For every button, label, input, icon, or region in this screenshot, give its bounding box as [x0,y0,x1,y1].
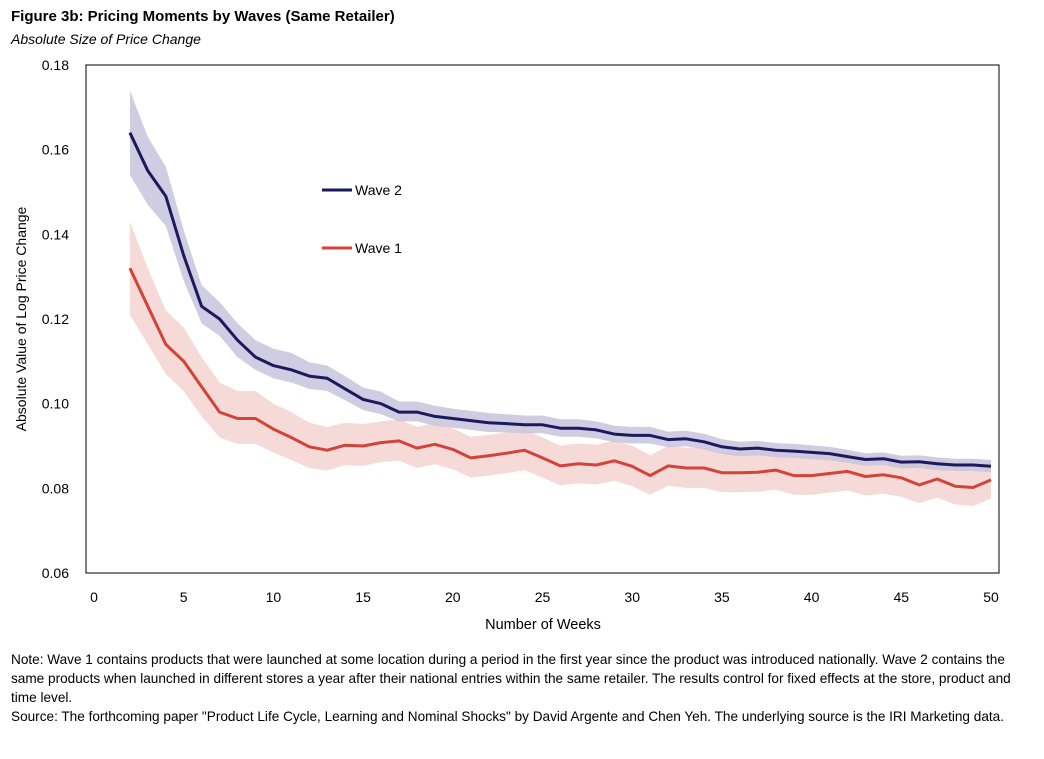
y-tick-label: 0.18 [42,57,69,73]
x-tick-label: 50 [983,589,999,605]
x-tick-label: 35 [714,589,730,605]
x-tick-label: 15 [355,589,371,605]
y-tick-label: 0.10 [42,396,69,412]
legend-label-wave-2: Wave 2 [355,182,402,198]
legend-label-wave-1: Wave 1 [355,240,402,256]
y-tick-label: 0.06 [42,565,69,581]
x-tick-label: 30 [624,589,640,605]
series-line-wave-2 [128,132,992,468]
chart-subtitle: Absolute Size of Price Change [11,31,201,47]
chart-title: Figure 3b: Pricing Moments by Waves (Sam… [11,8,395,25]
y-tick-label: 0.08 [42,480,69,496]
y-tick-label: 0.16 [42,142,69,158]
y-axis-label: Absolute Value of Log Price Change [13,206,29,431]
x-tick-label: 45 [894,589,910,605]
x-tick-label: 25 [535,589,551,605]
series-line-wave-1 [128,267,992,489]
note-text: Note: Wave 1 contains products that were… [11,652,1011,705]
source-text: Source: The forthcoming paper "Product L… [11,709,1004,724]
x-axis-label: Number of Weeks [485,617,601,633]
y-tick-label: 0.14 [42,226,69,242]
confidence-band-wave-1 [129,221,991,507]
plot-area-frame [85,64,1000,574]
y-tick-label: 0.12 [42,311,69,327]
x-tick-label: 5 [180,589,188,605]
x-tick-label: 10 [266,589,282,605]
line-chart: 0 5 10 15 20 25 30 35 40 45 50 0.06 0.08 0.10 0.12 0.1… [13,57,1000,633]
x-tick-label: 0 [90,589,98,605]
legend: Wave 2 Wave 1 [322,182,402,256]
confidence-band-wave-2 [129,90,991,473]
notes-block: Note: Wave 1 contains products that were… [11,650,1036,726]
x-tick-label: 20 [445,589,461,605]
x-tick-label: 40 [804,589,820,605]
